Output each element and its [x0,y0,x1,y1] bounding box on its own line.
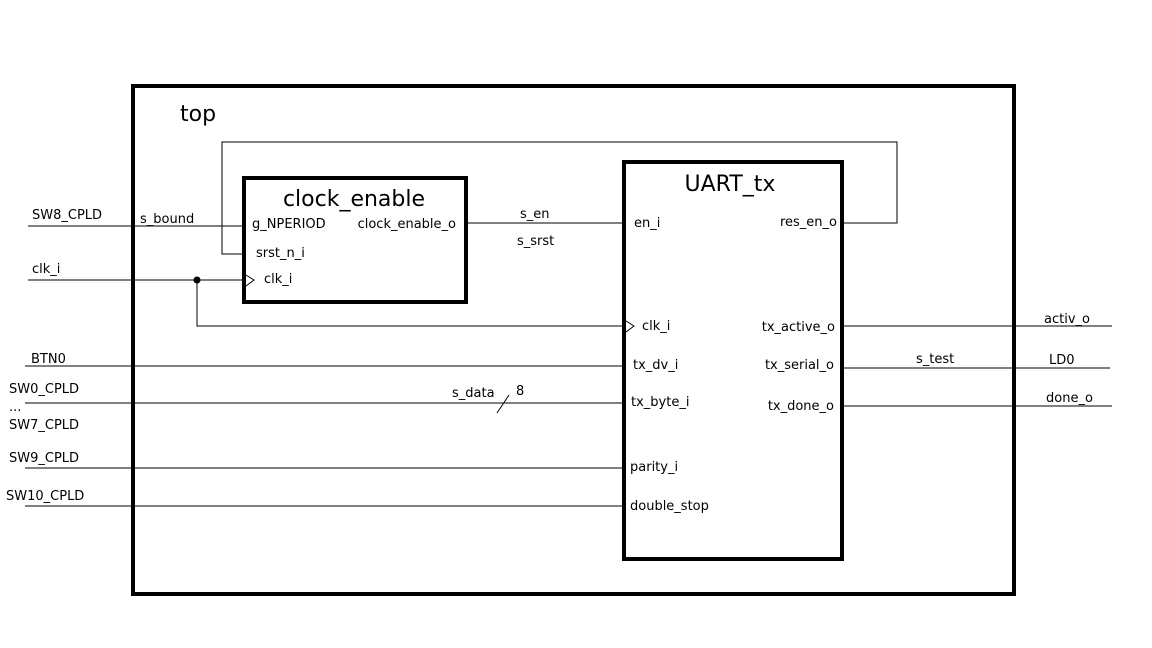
signal-s-en: s_en [520,207,550,222]
port-double-stop: double_stop [630,499,709,514]
port-clk-i-uart: clk_i [642,319,670,334]
input-sw0-cpld: SW0_CPLD [9,382,79,397]
uart-tx-block [622,160,844,561]
input-sw10-cpld: SW10_CPLD [6,489,84,504]
output-ld0: LD0 [1049,353,1075,368]
signal-s-srst: s_srst [517,234,554,249]
signal-bus-width: 8 [516,384,524,399]
port-clk-i-ce: clk_i [264,272,292,287]
port-tx-byte-i: tx_byte_i [631,395,689,410]
output-activ-o: activ_o [1044,312,1090,327]
input-ellipsis: ... [9,400,21,415]
port-en-i: en_i [634,216,660,231]
output-done-o: done_o [1046,391,1093,406]
port-parity-i: parity_i [630,460,678,475]
port-tx-done-o: tx_done_o [768,399,834,414]
clock-junction-dot [193,276,201,284]
uart-tx-title: UART_tx [685,172,776,197]
wire-res-en-feedback [221,141,898,255]
signal-s-test: s_test [916,352,954,367]
port-tx-serial-o: tx_serial_o [765,358,834,373]
input-clk-i: clk_i [32,262,60,277]
input-sw8-cpld: SW8_CPLD [32,208,102,223]
signal-s-data: s_data [452,386,495,401]
top-module-label: top [180,102,216,127]
clock-edge-marker-uart [625,320,635,333]
port-tx-dv-i: tx_dv_i [633,358,678,373]
clock-enable-block [242,176,468,304]
port-srst-n-i: srst_n_i [256,246,305,261]
port-tx-active-o: tx_active_o [762,320,835,335]
port-res-en-o: res_en_o [780,215,837,230]
clock-edge-marker-ce [245,274,255,287]
port-g-nperiod: g_NPERIOD [252,217,326,232]
port-clock-enable-o: clock_enable_o [358,217,456,232]
input-sw7-cpld: SW7_CPLD [9,418,79,433]
clock-enable-title: clock_enable [283,187,425,212]
input-btn0: BTN0 [31,352,66,367]
wire-clk-branch [196,280,624,327]
top-module-box [131,84,1016,596]
bus-width-slash [496,394,510,414]
input-sw9-cpld: SW9_CPLD [9,451,79,466]
signal-s-bound: s_bound [140,212,194,227]
